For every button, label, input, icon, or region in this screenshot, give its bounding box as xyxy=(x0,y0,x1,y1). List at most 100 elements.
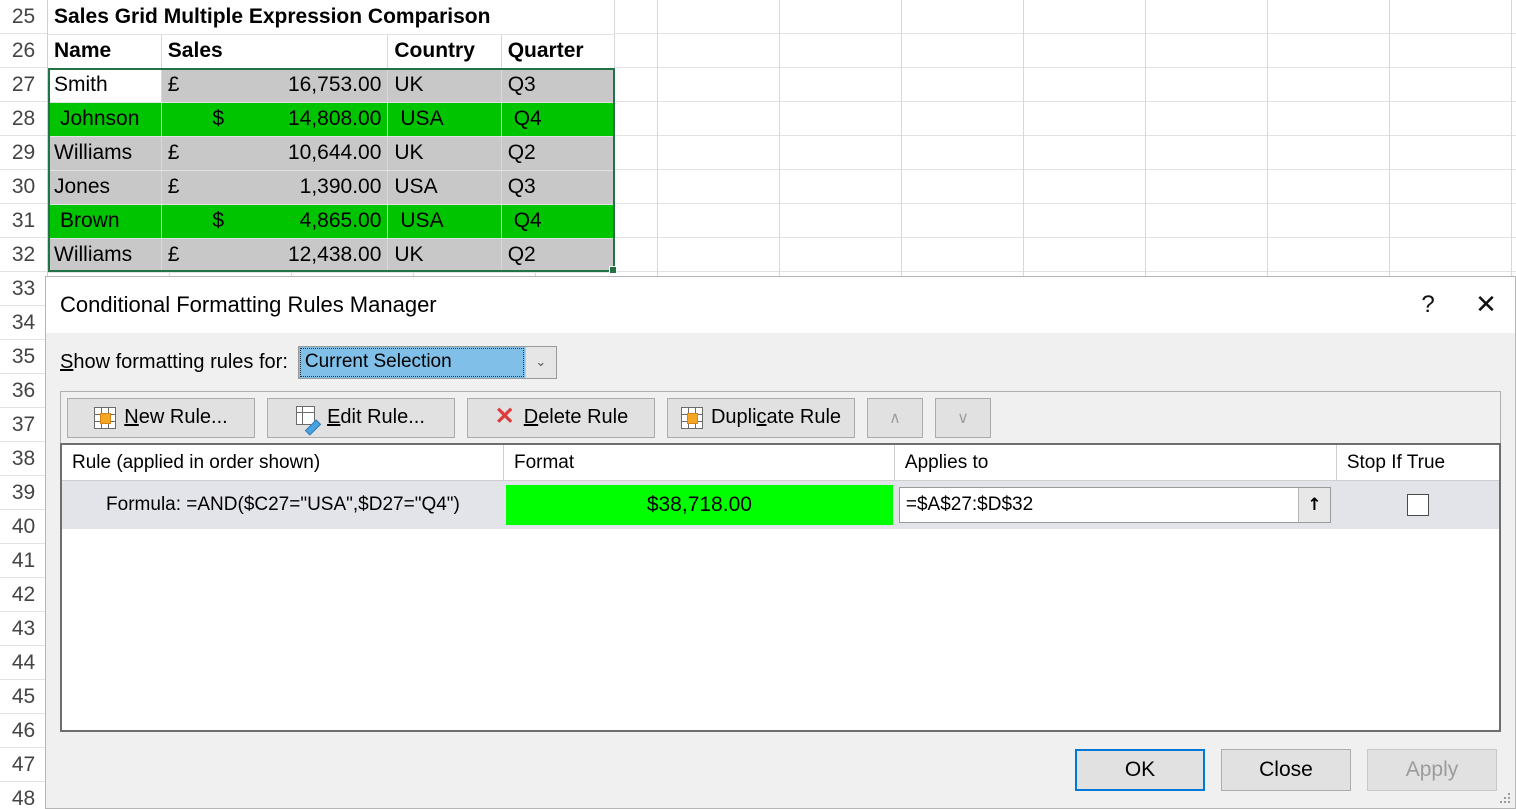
chevron-up-icon: ∧ xyxy=(889,409,901,427)
row-header-39[interactable]: 39 xyxy=(0,476,47,510)
row-header-43[interactable]: 43 xyxy=(0,612,47,646)
cell-currency[interactable]: £ xyxy=(161,170,275,205)
row-header-34[interactable]: 34 xyxy=(0,306,47,340)
sales-data-table: Sales Grid Multiple Expression Compariso… xyxy=(48,0,616,273)
row-header-47[interactable]: 47 xyxy=(0,748,47,782)
chevron-down-icon[interactable]: ⌄ xyxy=(524,346,556,378)
dialog-resize-grip[interactable] xyxy=(1498,791,1512,805)
move-rule-up-button[interactable]: ∧ xyxy=(867,397,923,438)
row-header-31[interactable]: 31 xyxy=(0,204,47,238)
cell-quarter[interactable]: Q2 xyxy=(501,136,616,171)
table-row[interactable]: Williams £ 12,438.00 UK Q2 xyxy=(48,238,616,273)
row-header-37[interactable]: 37 xyxy=(0,408,47,442)
rule-description[interactable]: Formula: =AND($C27="USA",$D27="Q4") xyxy=(106,494,460,515)
row-header-28[interactable]: 28 xyxy=(0,102,47,136)
sheet-title-cell[interactable]: Sales Grid Multiple Expression Compariso… xyxy=(48,0,615,35)
cell-country[interactable]: UK xyxy=(387,136,502,171)
rule-format-cell[interactable]: $38,718.00 xyxy=(504,481,895,529)
duplicate-rule-label: Duplicate Rule xyxy=(711,406,841,429)
cell-quarter[interactable]: Q2 xyxy=(501,238,616,273)
applies-to-field[interactable]: ↑ xyxy=(898,487,1331,523)
cell-currency[interactable]: £ xyxy=(161,68,275,103)
delete-x-icon: ✕ xyxy=(494,402,515,430)
row-header-38[interactable]: 38 xyxy=(0,442,47,476)
row-header-36[interactable]: 36 xyxy=(0,374,47,408)
row-header-25[interactable]: 25 xyxy=(0,0,47,34)
move-rule-down-button[interactable]: ∨ xyxy=(935,397,991,438)
cell-quarter[interactable]: Q3 xyxy=(501,68,616,103)
cell-name[interactable]: Williams xyxy=(48,136,162,171)
table-row[interactable]: Williams £ 10,644.00 UK Q2 xyxy=(48,136,616,171)
scope-dropdown-value[interactable]: Current Selection xyxy=(298,346,525,378)
row-header-33[interactable]: 33 xyxy=(0,272,47,306)
apply-button[interactable]: Apply xyxy=(1367,749,1497,791)
row-header-30[interactable]: 30 xyxy=(0,170,47,204)
header-sales-currency[interactable]: Sales xyxy=(161,34,275,69)
row-header-46[interactable]: 46 xyxy=(0,714,47,748)
cell-country[interactable]: USA xyxy=(387,170,502,205)
cell-quarter[interactable]: Q3 xyxy=(501,170,616,205)
header-country[interactable]: Country xyxy=(387,34,502,69)
table-row[interactable]: Brown $ 4,865.00 USA Q4 xyxy=(48,204,616,239)
row-header-45[interactable]: 45 xyxy=(0,680,47,714)
range-picker-button[interactable]: ↑ xyxy=(1297,488,1330,522)
scope-dropdown[interactable]: Current Selection ⌄ xyxy=(297,345,557,379)
cell-sales[interactable]: 10,644.00 xyxy=(274,136,389,171)
help-icon[interactable]: ? xyxy=(1421,291,1435,318)
dialog-title-bar: Conditional Formatting Rules Manager ? ✕ xyxy=(46,277,1515,333)
dialog-body: Show formatting rules for: Current Selec… xyxy=(46,333,1515,732)
new-rule-button[interactable]: New Rule... xyxy=(67,397,255,438)
format-preview[interactable]: $38,718.00 xyxy=(505,485,893,525)
cell-sales[interactable]: 12,438.00 xyxy=(274,238,389,273)
cell-name[interactable]: Johnson xyxy=(48,102,162,137)
ok-button[interactable]: OK xyxy=(1075,749,1205,791)
cell-country[interactable]: UK xyxy=(387,68,502,103)
table-row[interactable]: Smith £ 16,753.00 UK Q3 xyxy=(48,68,616,103)
row-header-44[interactable]: 44 xyxy=(0,646,47,680)
table-row[interactable]: Jones £ 1,390.00 USA Q3 xyxy=(48,170,616,205)
cell-currency[interactable]: £ xyxy=(161,136,275,171)
applies-to-input[interactable] xyxy=(899,494,1298,516)
rules-toolbar: New Rule... Edit Rule... ✕ Delete Rule D… xyxy=(60,391,1501,443)
close-button[interactable]: Close xyxy=(1221,749,1351,791)
close-icon[interactable]: ✕ xyxy=(1457,277,1515,333)
row-header-35[interactable]: 35 xyxy=(0,340,47,374)
cell-sales[interactable]: 1,390.00 xyxy=(274,170,389,205)
cell-sales[interactable]: 16,753.00 xyxy=(274,68,389,103)
table-row[interactable]: Johnson $ 14,808.00 USA Q4 xyxy=(48,102,616,137)
row-header-32[interactable]: 32 xyxy=(0,238,47,272)
cell-currency[interactable]: $ xyxy=(161,204,275,239)
show-rules-label-rest: how formatting rules for: xyxy=(73,350,288,373)
row-header-41[interactable]: 41 xyxy=(0,544,47,578)
cell-country[interactable]: USA xyxy=(387,204,502,239)
cell-name[interactable]: Jones xyxy=(48,170,162,205)
row-header-27[interactable]: 27 xyxy=(0,68,47,102)
cell-name[interactable]: Williams xyxy=(48,238,162,273)
cell-name[interactable]: Brown xyxy=(48,204,162,239)
row-header-29[interactable]: 29 xyxy=(0,136,47,170)
cell-country[interactable]: UK xyxy=(387,238,502,273)
close-glyph: ✕ xyxy=(1475,290,1497,320)
edit-rule-button[interactable]: Edit Rule... xyxy=(267,397,455,438)
cell-currency[interactable]: £ xyxy=(161,238,275,273)
header-name[interactable]: Name xyxy=(48,34,162,69)
row-header-26[interactable]: 26 xyxy=(0,34,47,68)
header-quarter[interactable]: Quarter xyxy=(501,34,616,69)
row-header-42[interactable]: 42 xyxy=(0,578,47,612)
delete-rule-button[interactable]: ✕ Delete Rule xyxy=(467,397,655,438)
cell-name[interactable]: Smith xyxy=(48,68,162,103)
row-header-48[interactable]: 48 xyxy=(0,782,47,809)
stop-if-true-checkbox[interactable] xyxy=(1406,494,1429,516)
edit-rule-text: dit Rule... xyxy=(340,406,425,428)
header-sales-value[interactable] xyxy=(274,34,389,69)
cell-quarter[interactable]: Q4 xyxy=(501,204,616,239)
cell-quarter[interactable]: Q4 xyxy=(501,102,616,137)
chevron-down-icon: ∨ xyxy=(957,409,969,427)
cell-sales[interactable]: 14,808.00 xyxy=(274,102,389,137)
rule-row[interactable]: Formula: =AND($C27="USA",$D27="Q4") $38,… xyxy=(62,481,1499,529)
duplicate-rule-button[interactable]: Duplicate Rule xyxy=(667,397,855,438)
cell-currency[interactable]: $ xyxy=(161,102,275,137)
cell-sales[interactable]: 4,865.00 xyxy=(274,204,389,239)
row-header-40[interactable]: 40 xyxy=(0,510,47,544)
cell-country[interactable]: USA xyxy=(387,102,502,137)
